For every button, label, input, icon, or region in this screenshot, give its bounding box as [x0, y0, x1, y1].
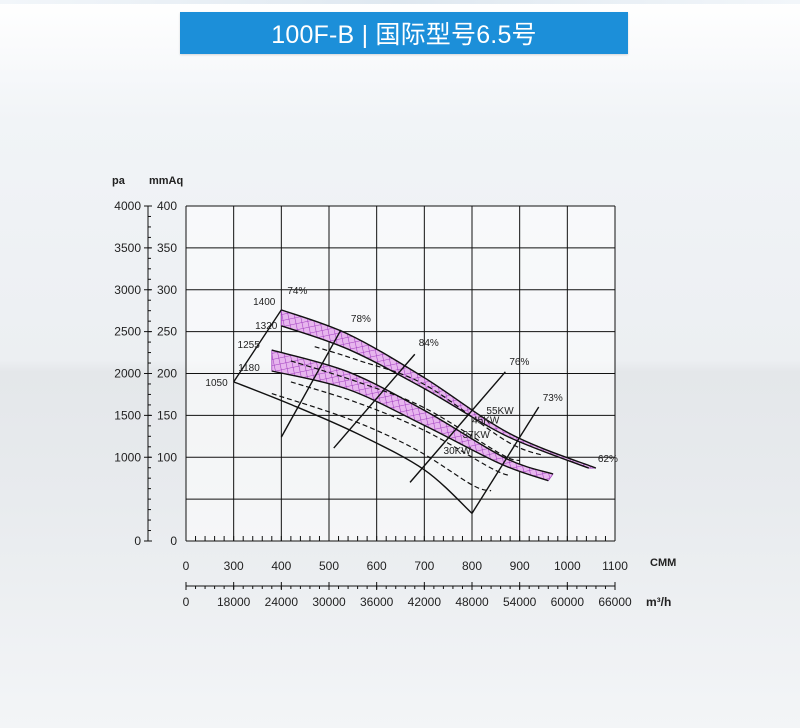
mmaq-tick-label: 400	[157, 199, 177, 213]
pa-tick-label: 3500	[114, 241, 141, 255]
title-banner: 100F-B | 国际型号6.5号	[180, 12, 628, 54]
efficiency-line	[233, 309, 282, 383]
speed-label: 1180	[238, 363, 260, 374]
speed-curve	[271, 370, 549, 482]
speed-label: 1320	[255, 321, 278, 332]
pa-tick-label: 3000	[114, 283, 141, 297]
curve-layer	[233, 309, 597, 514]
power-label: 37KW	[463, 430, 491, 441]
power-label: 45KW	[472, 415, 500, 426]
cmm-tick-label: 1000	[554, 559, 581, 573]
pa-tick-label: 1000	[114, 450, 141, 464]
speed-curve	[281, 325, 590, 469]
chart-title: 100F-B | 国际型号6.5号	[271, 21, 537, 49]
pa-unit-label: pa	[112, 175, 126, 187]
cmm-tick-label: 300	[224, 559, 244, 573]
speed-label: 1255	[238, 340, 261, 351]
cmm-tick-label: 1100	[602, 559, 628, 573]
speed-curve	[233, 381, 473, 514]
efficiency-line	[280, 329, 342, 438]
m3h-tick-label: 48000	[455, 595, 489, 609]
m3h-tick-label: 42000	[408, 595, 442, 609]
speed-label: 1400	[253, 297, 276, 308]
efficiency-label: 76%	[509, 357, 529, 368]
pa-tick-label: 4000	[114, 199, 141, 213]
cmm-tick-label: 800	[462, 559, 482, 573]
cmm-tick-label: 0	[183, 559, 190, 573]
cmm-tick-label: 500	[319, 559, 339, 573]
pa-tick-label: 2500	[114, 325, 141, 339]
cmm-unit-label: CMM	[650, 557, 676, 569]
top-accent-line	[0, 0, 800, 4]
mmaq-tick-label: 250	[157, 325, 177, 339]
speed-label: 1050	[205, 378, 228, 389]
power-label: 55KW	[486, 406, 514, 417]
cmm-tick-label: 700	[414, 559, 434, 573]
m3h-tick-label: 36000	[360, 595, 394, 609]
m3h-tick-label: 24000	[265, 595, 299, 609]
efficiency-label: 74%	[287, 286, 307, 297]
m3h-tick-label: 60000	[551, 595, 585, 609]
power-label: 30KW	[444, 446, 472, 457]
efficiency-label: 78%	[351, 314, 371, 325]
power-line	[290, 381, 511, 477]
mmaq-tick-label: 100	[157, 450, 177, 464]
mmaq-unit-label: mmAq	[149, 175, 183, 187]
m3h-tick-label: 30000	[312, 595, 346, 609]
mmaq-tick-label: 350	[157, 241, 177, 255]
mmaq-tick-label: 200	[157, 367, 177, 381]
efficiency-label: 84%	[419, 338, 439, 349]
mmaq-tick-label: 300	[157, 283, 177, 297]
pa-tick-label: 2000	[114, 367, 141, 381]
cmm-tick-label: 400	[271, 559, 291, 573]
efficiency-label: 73%	[543, 393, 563, 404]
efficiency-label: 62%	[598, 454, 618, 465]
axis-layer: 4000350030002500200015001000040035030025…	[112, 175, 676, 609]
mmaq-tick-label: 0	[170, 534, 177, 548]
speed-curve	[271, 349, 554, 475]
m3h-tick-label: 54000	[503, 595, 537, 609]
cmm-tick-label: 600	[367, 559, 387, 573]
label-layer: 1400 1320 1255 1180 1050 74% 78% 84% 76% 73% 62% 55…	[205, 286, 618, 465]
m3h-tick-label: 66000	[598, 595, 632, 609]
power-line	[271, 393, 492, 492]
pa-tick-label: 0	[134, 534, 141, 548]
power-line	[314, 346, 544, 457]
speed-curve	[281, 309, 597, 469]
m3h-tick-label: 18000	[217, 595, 251, 609]
m3h-tick-label: 0	[183, 595, 190, 609]
pa-tick-label: 1500	[114, 408, 141, 422]
mmaq-tick-label: 150	[157, 408, 177, 422]
cmm-tick-label: 900	[510, 559, 530, 573]
efficiency-line	[471, 406, 540, 514]
m3h-unit-label: m³/h	[646, 595, 671, 609]
